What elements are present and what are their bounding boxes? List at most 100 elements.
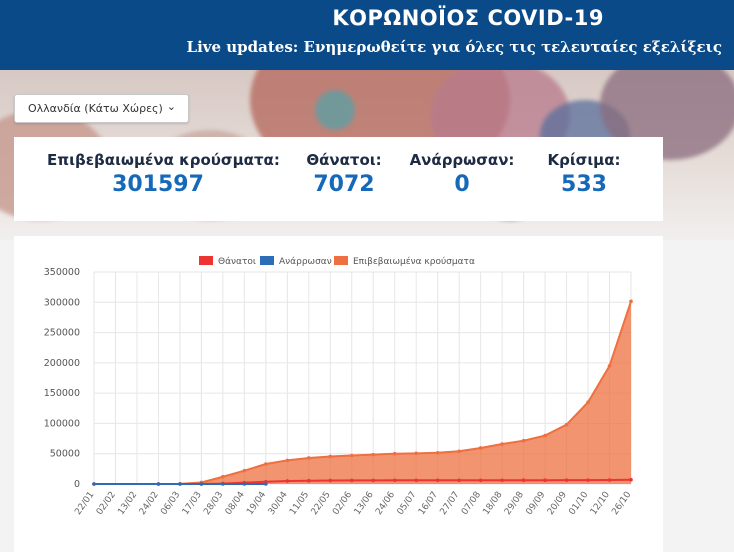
x-tick-label: 02/02 (95, 490, 118, 517)
confirmed-series-point (414, 451, 419, 456)
legend-swatch (260, 256, 274, 265)
confirmed-series-point (629, 299, 633, 304)
confirmed-series-point (307, 456, 311, 460)
x-tick-label: 02/06 (331, 490, 354, 517)
deaths-series-point (564, 478, 569, 482)
recovered-series-point (156, 482, 161, 486)
confirmed-series-point (328, 454, 333, 459)
stat-deaths: Θάνατοι: 7072 (294, 151, 394, 197)
confirmed-series-point (285, 458, 290, 463)
stat-critical-label: Κρίσιμα: (547, 151, 621, 169)
y-tick-label: 50000 (50, 449, 80, 460)
recovered-series-point (178, 482, 182, 486)
confirmed-series-point (392, 451, 397, 456)
deaths-series-point (392, 478, 397, 483)
country-select-value: Ολλανδία (Κάτω Χώρες) (28, 102, 163, 115)
confirmed-series-point (543, 433, 547, 438)
stat-deaths-value: 7072 (313, 172, 375, 197)
confirmed-series-line (94, 301, 632, 485)
confirmed-series-point (264, 462, 268, 466)
stat-confirmed-label: Επιβεβαιωμένα κρούσματα: (47, 151, 280, 169)
legend-label: Ανάρρωσαν (279, 257, 332, 267)
confirmed-series-point (221, 474, 225, 479)
y-tick-label: 100000 (44, 418, 80, 429)
confirmed-series-point (500, 442, 504, 446)
deaths-series-point (500, 478, 504, 483)
legend-swatch (199, 256, 213, 265)
y-tick-label: 200000 (44, 358, 80, 369)
deaths-series-point (607, 478, 612, 482)
deaths-series-point (435, 478, 440, 483)
chevron-down-icon: ⌄ (166, 100, 176, 113)
confirmed-series-point (478, 446, 483, 450)
deaths-series-point (349, 478, 354, 483)
country-select[interactable]: Ολλανδία (Κάτω Χώρες) ⌄ (14, 94, 189, 123)
deaths-series-point (328, 478, 333, 483)
confirmed-series-point (607, 364, 612, 368)
x-tick-label: 24/02 (138, 490, 161, 517)
x-tick-label: 24/06 (374, 490, 397, 517)
x-tick-label: 13/02 (116, 490, 139, 517)
y-tick-label: 0 (74, 479, 80, 490)
confirmed-series-point (457, 449, 461, 454)
cases-chart: 0 50000 100000 150000 200000 250000 300000 3500… (14, 236, 663, 552)
x-tick-label: 20/09 (546, 490, 569, 517)
confirmed-series-area (94, 301, 631, 484)
deaths-series-point (521, 478, 526, 483)
confirmed-series-point (371, 452, 376, 457)
confirmed-series-point (349, 453, 354, 458)
page-title: ΚΟΡΩΝΟΪΟΣ COVID-19 (332, 6, 604, 30)
x-tick-label: 22/01 (73, 490, 96, 517)
stat-confirmed-value: 301597 (112, 172, 204, 197)
recovered-series-point (92, 482, 96, 486)
x-tick-label: 19/04 (245, 490, 268, 517)
deaths-series-point (307, 478, 311, 483)
confirmed-series-point (521, 438, 526, 443)
x-tick-label: 29/08 (503, 490, 526, 517)
x-tick-label: 01/10 (567, 490, 590, 517)
x-tick-label: 17/03 (181, 490, 204, 517)
recovered-series-point (242, 482, 247, 486)
legend-label: Επιβεβαιωμένα κρούσματα (353, 256, 475, 267)
x-tick-label: 08/04 (224, 490, 247, 517)
recovered-series-point (221, 482, 225, 486)
y-tick-label: 350000 (44, 267, 80, 278)
deaths-series-point (457, 478, 461, 483)
deaths-series-point (629, 477, 633, 482)
stat-critical: Κρίσιμα: 533 (539, 151, 629, 197)
x-tick-label: 05/07 (396, 490, 419, 517)
y-tick-label: 150000 (44, 388, 80, 399)
x-tick-label: 09/09 (524, 490, 547, 517)
confirmed-series-point (242, 468, 247, 473)
y-tick-label: 250000 (44, 328, 80, 339)
x-tick-label: 30/04 (267, 490, 290, 517)
stats-panel: Επιβεβαιωμένα κρούσματα: 301597 Θάνατοι:… (14, 137, 663, 221)
legend-swatch (334, 256, 348, 265)
legend-label: Θάνατοι (218, 257, 256, 267)
x-tick-label: 18/08 (482, 490, 505, 517)
stat-deaths-label: Θάνατοι: (306, 151, 382, 169)
deaths-series-point (285, 479, 290, 483)
x-tick-label: 28/03 (202, 490, 225, 517)
page-header: ΚΟΡΩΝΟΪΟΣ COVID-19 Live updates: Ενημερω… (0, 0, 734, 70)
recovered-series-point (264, 482, 268, 486)
x-tick-label: 12/10 (589, 490, 612, 517)
x-tick-label: 26/10 (610, 490, 633, 517)
deaths-series-point (478, 478, 483, 483)
deaths-series-point (543, 478, 547, 483)
page-subtitle: Live updates: Ενημερωθείτε για όλες τις … (186, 38, 722, 56)
x-tick-label: 11/05 (288, 490, 311, 517)
deaths-series-point (586, 478, 590, 482)
deaths-series-point (414, 478, 419, 483)
x-tick-label: 16/07 (417, 490, 440, 517)
stat-recovered-label: Ανάρρωσαν: (409, 151, 515, 169)
confirmed-series-point (586, 400, 590, 405)
recovered-series-point (199, 482, 204, 486)
x-tick-label: 22/05 (310, 490, 333, 517)
x-tick-label: 06/03 (159, 490, 182, 517)
y-tick-label: 300000 (44, 297, 80, 308)
x-tick-label: 27/07 (439, 490, 462, 517)
stat-critical-value: 533 (561, 172, 607, 197)
confirmed-series-point (435, 451, 440, 455)
deaths-series-point (371, 478, 376, 483)
